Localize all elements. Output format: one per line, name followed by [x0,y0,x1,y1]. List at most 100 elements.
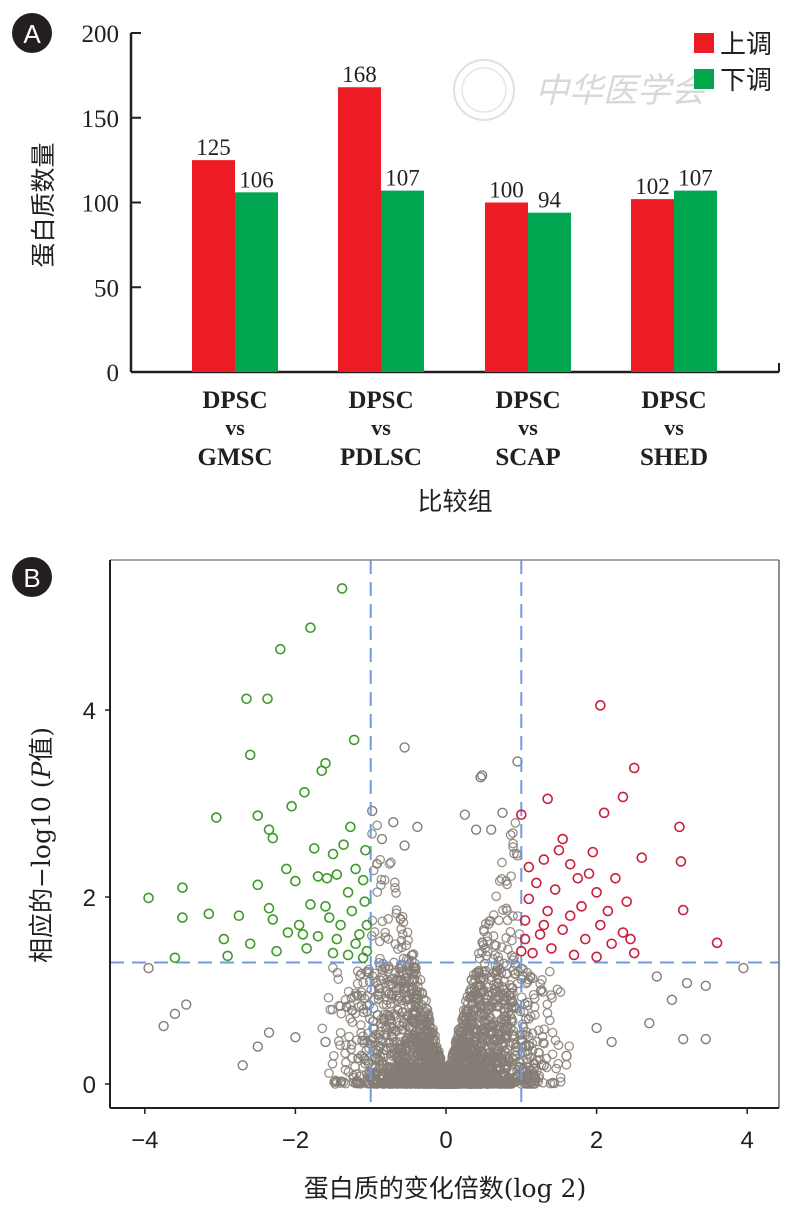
volcano-point-ns [400,978,411,989]
volcano-point-ns [343,986,354,997]
volcano-point-ns [529,1076,540,1087]
volcano-point-ns [500,1006,510,1017]
volcano-point-down [281,863,292,875]
volcano-point-ns [403,1041,414,1052]
volcano-point-ns [411,1033,421,1044]
volcano-point-ns [537,987,548,997]
volcano-point-ns [377,916,388,927]
volcano-down-points [143,583,373,964]
volcano-point-ns [323,992,334,1003]
volcano-point-ns [681,977,693,989]
volcano-point-down [252,810,264,821]
bar-up [192,160,235,372]
bar-y-tick-label: 200 [82,21,120,48]
volcano-point-down [312,871,324,882]
volcano-point-ns [376,874,387,885]
volcano-point-down [282,927,294,938]
volcano-point-ns [541,1053,552,1064]
volcano-point-ns [382,1009,393,1020]
volcano-point-ns [518,1055,528,1065]
volcano-point-ns [469,984,480,994]
volcano-point-ns [399,742,410,753]
volcano-point-ns [388,817,399,828]
volcano-point-ns [533,1047,544,1058]
volcano-point-ns [551,1063,562,1074]
volcano-point-ns [408,984,419,995]
volcano-point-ns [401,940,412,951]
volcano-point-ns [521,1013,531,1024]
volcano-point-ns [384,859,395,869]
bar-value-label: 94 [538,188,562,213]
volcano-point-up [538,854,550,865]
volcano-point-ns [429,1047,440,1057]
volcano-point-ns [561,1050,572,1062]
volcano-point-ns [476,770,488,781]
volcano-point-ns [535,978,546,989]
volcano-point-down [244,938,256,950]
volcano-point-ns [336,1008,347,1019]
volcano-point-ns [465,1079,476,1089]
volcano-point-ns [376,833,388,845]
volcano-point-ns [517,1029,528,1040]
volcano-point-ns [478,975,489,986]
volcano-point-ns [384,1015,395,1026]
volcano-point-ns [356,1000,367,1011]
volcano-point-down [263,902,275,914]
volcano-point-ns [410,1067,421,1078]
volcano-point-ns [396,1064,407,1075]
volcano-point-ns [491,891,502,902]
volcano-point-ns [522,997,533,1008]
volcano-point-ns [553,1040,564,1050]
volcano-point-ns [497,1054,508,1065]
volcano-point-down [244,749,256,761]
volcano-point-up [628,947,640,959]
volcano-point-up [553,844,565,856]
volcano-point-ns [472,1071,482,1082]
volcano-point-ns [507,935,517,946]
volcano-point-ns [335,1040,345,1051]
volcano-point-down [263,824,275,835]
volcano-point-ns [651,971,663,982]
volcano-point-ns [475,1008,486,1019]
volcano-point-ns [547,993,557,1003]
volcano-point-ns [503,1021,513,1032]
volcano-point-ns [416,1075,427,1086]
volcano-point-ns [451,1039,462,1049]
volcano-point-ns [468,978,479,989]
volcano-point-ns [591,1022,602,1034]
volcano-point-down [323,912,335,923]
volcano-point-ns [498,984,509,995]
volcano-point-up [576,901,587,912]
volcano-point-ns [508,988,518,998]
volcano-point-ns [505,830,516,840]
volcano-point-ns [497,807,508,819]
volcano-point-ns [514,929,525,939]
volcano-point-ns [505,926,516,937]
volcano-point-ns [564,1041,575,1052]
volcano-point-ns [508,911,518,921]
volcano-point-down [305,899,316,910]
volcano-point-up [557,833,569,845]
volcano-point-ns [507,1016,518,1027]
volcano-point-up [531,877,542,889]
legend-label: 下调 [720,66,772,96]
volcano-point-ns [158,1020,169,1032]
volcano-point-down [360,844,371,856]
volcano-point-ns [488,1046,499,1057]
bar-chart-panel: A 中华医学会 050100150200DPSCvsGMSCDPSCvsPDLS… [12,13,780,516]
bar-up [631,199,674,372]
volcano-point-down [331,933,343,945]
bar-category-label-line2: vs [371,415,391,440]
volcano-point-down [345,821,356,833]
volcano-point-up [542,905,553,917]
volcano-point-down [336,583,348,594]
volcano-point-ns [496,874,507,884]
volcano-point-down [312,930,324,942]
volcano-point-down [177,912,188,923]
volcano-point-up [557,924,569,936]
volcano-point-ns [517,1042,528,1052]
volcano-point-ns [356,987,367,998]
volcano-point-down [354,929,365,940]
volcano-point-ns [490,969,501,980]
volcano-point-ns [340,995,351,1005]
